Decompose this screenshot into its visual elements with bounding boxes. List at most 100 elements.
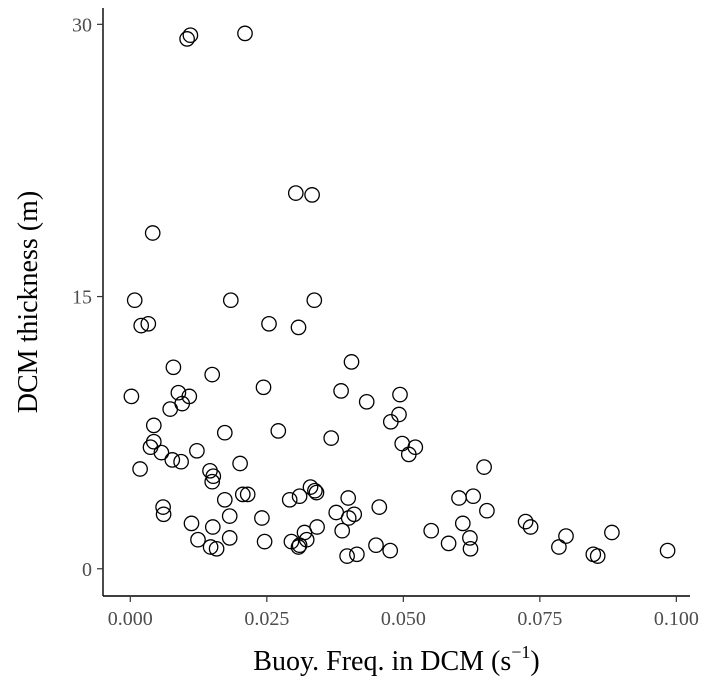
data-point [343,354,360,370]
data-point [382,542,399,559]
data-point [189,442,205,459]
data-point [237,25,253,42]
data-point [164,452,181,468]
data-point [346,506,363,523]
data-point [173,453,189,470]
data-point [204,366,221,383]
x-tick-label: 0.000 [108,608,153,630]
data-point [589,548,606,564]
data-point [465,488,482,505]
data-point [202,539,219,555]
data-point [309,519,325,535]
x-axis-title-end: ) [530,646,539,677]
x-tick-label: 0.025 [244,608,289,630]
data-point [208,540,225,557]
data-point [281,491,298,508]
data-point [123,388,140,405]
data-point [153,444,170,461]
data-point [462,540,479,557]
data-point [522,519,539,535]
data-point [221,508,238,524]
data-point [291,488,308,505]
data-point [126,292,143,309]
data-point [558,528,574,544]
data-point [145,417,162,434]
data-point [142,439,159,456]
data-point [239,486,256,503]
data-points [123,25,676,564]
y-axis-title: DCM thickness (m) [13,191,44,413]
data-point [170,384,187,401]
data-point [221,530,238,546]
data-point [394,435,411,452]
data-point [132,461,148,477]
data-point [234,486,251,503]
data-point [659,542,676,559]
y-tick-label: 0 [82,559,92,581]
data-point [290,319,307,336]
data-point [462,530,478,546]
x-tick-label: 0.075 [517,608,562,630]
y-tick-label: 15 [72,287,92,309]
data-point [144,225,161,241]
data-point [254,510,270,526]
data-point [145,433,162,450]
data-point [155,499,171,515]
axes [102,8,690,597]
x-axis-title-main: Buoy. Freq. in DCM (s [253,646,511,677]
y-axis-ticks: 0 15 30 [72,14,103,581]
data-point [517,513,534,530]
data-point [340,510,357,526]
data-point [307,482,323,499]
data-point [183,515,200,532]
data-point [604,524,620,541]
data-point [323,430,340,446]
data-point [349,546,365,563]
data-point [232,455,248,472]
data-point [306,292,323,309]
data-point [204,519,221,535]
data-point [204,473,221,490]
data-point [216,491,233,508]
data-point [382,413,399,430]
data-point [216,424,233,441]
data-point [440,535,457,552]
x-axis-ticks: 0.000 0.025 0.050 0.075 0.100 [108,596,699,630]
data-point [182,27,199,44]
data-point [256,533,273,550]
data-point [255,379,272,396]
data-point [202,462,218,479]
data-point [371,499,388,515]
data-point [222,292,239,309]
data-point [270,423,287,439]
data-point [392,386,408,403]
data-point [551,539,567,555]
data-point [140,315,157,332]
data-point [333,383,349,399]
x-axis-title-superscript: −1 [511,642,530,662]
data-point [368,537,384,554]
data-point [133,317,150,334]
data-point [174,395,191,412]
data-point [190,531,206,548]
data-point [407,439,424,456]
data-point [205,468,222,485]
x-tick-label: 0.050 [381,608,426,630]
data-point [308,484,325,501]
data-point [298,531,315,548]
data-point [391,406,407,423]
data-point [339,548,355,564]
data-point [334,522,351,539]
data-point [155,506,172,523]
data-point [451,490,467,506]
data-point [304,187,320,203]
data-point [302,479,319,495]
data-point [476,459,492,475]
x-tick-label: 0.100 [654,608,699,630]
data-point [179,31,195,47]
data-point [261,315,277,332]
data-point [479,502,495,519]
data-point [287,185,304,201]
